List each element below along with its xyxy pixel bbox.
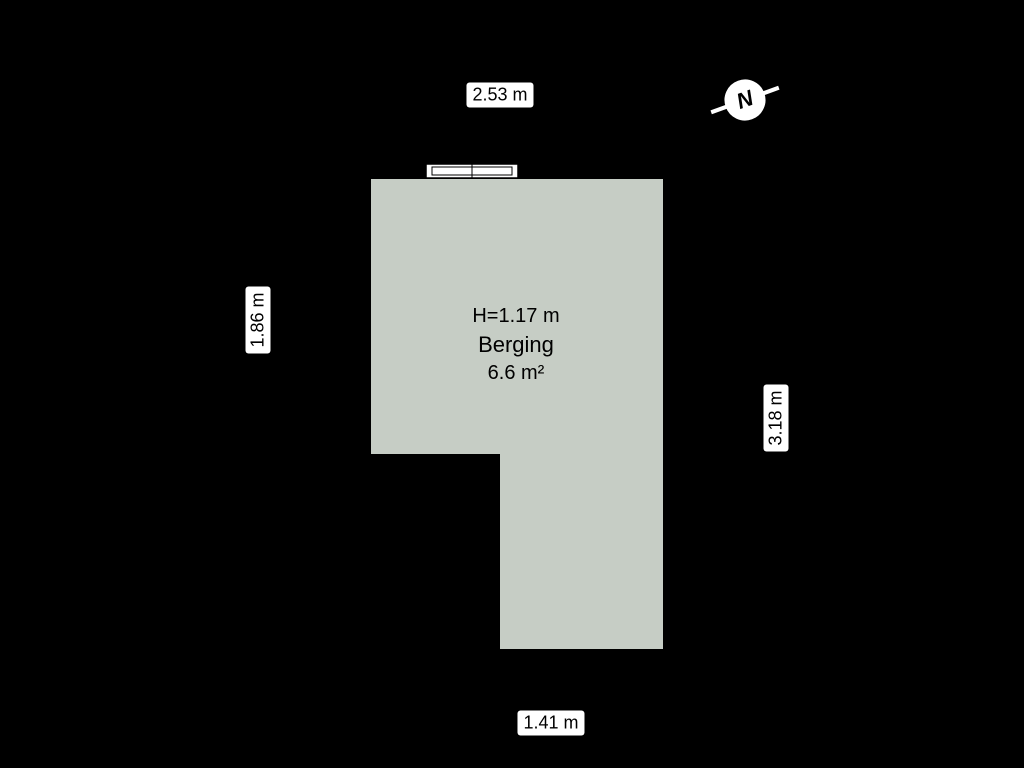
dimension-right: 3.18 m — [764, 384, 789, 451]
room-shape — [370, 178, 664, 650]
room-label: H=1.17 m Berging 6.6 m² — [472, 303, 559, 387]
room-height-text: H=1.17 m — [472, 303, 559, 330]
dimension-left: 1.86 m — [246, 286, 271, 353]
dimension-bottom: 1.41 m — [517, 711, 584, 736]
floorplan-canvas: N 2.53 m 1.86 m 3.18 m 1.41 m H=1.17 m B… — [0, 0, 1024, 768]
window-detail — [426, 164, 518, 178]
room-name-text: Berging — [472, 330, 559, 360]
compass-icon: N — [704, 67, 787, 133]
dimension-top: 2.53 m — [466, 83, 533, 108]
room-area-text: 6.6 m² — [472, 360, 559, 387]
